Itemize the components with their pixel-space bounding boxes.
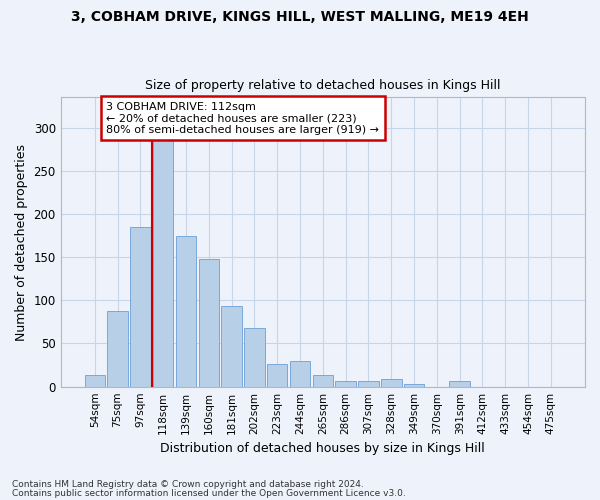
Bar: [313, 374, 333, 386]
Bar: [107, 310, 128, 386]
Text: 3, COBHAM DRIVE, KINGS HILL, WEST MALLING, ME19 4EH: 3, COBHAM DRIVE, KINGS HILL, WEST MALLIN…: [71, 10, 529, 24]
Bar: [176, 236, 196, 386]
Bar: [335, 382, 356, 386]
Bar: [267, 364, 287, 386]
Bar: [85, 376, 105, 386]
Text: 3 COBHAM DRIVE: 112sqm
← 20% of detached houses are smaller (223)
80% of semi-de: 3 COBHAM DRIVE: 112sqm ← 20% of detached…: [106, 102, 379, 135]
Bar: [221, 306, 242, 386]
Bar: [358, 380, 379, 386]
Bar: [153, 136, 173, 386]
Bar: [449, 382, 470, 386]
Title: Size of property relative to detached houses in Kings Hill: Size of property relative to detached ho…: [145, 79, 500, 92]
Text: Contains public sector information licensed under the Open Government Licence v3: Contains public sector information licen…: [12, 489, 406, 498]
Bar: [130, 227, 151, 386]
Bar: [290, 361, 310, 386]
Text: Contains HM Land Registry data © Crown copyright and database right 2024.: Contains HM Land Registry data © Crown c…: [12, 480, 364, 489]
Bar: [199, 259, 219, 386]
Bar: [404, 384, 424, 386]
Bar: [381, 379, 401, 386]
Y-axis label: Number of detached properties: Number of detached properties: [15, 144, 28, 340]
X-axis label: Distribution of detached houses by size in Kings Hill: Distribution of detached houses by size …: [160, 442, 485, 455]
Bar: [244, 328, 265, 386]
